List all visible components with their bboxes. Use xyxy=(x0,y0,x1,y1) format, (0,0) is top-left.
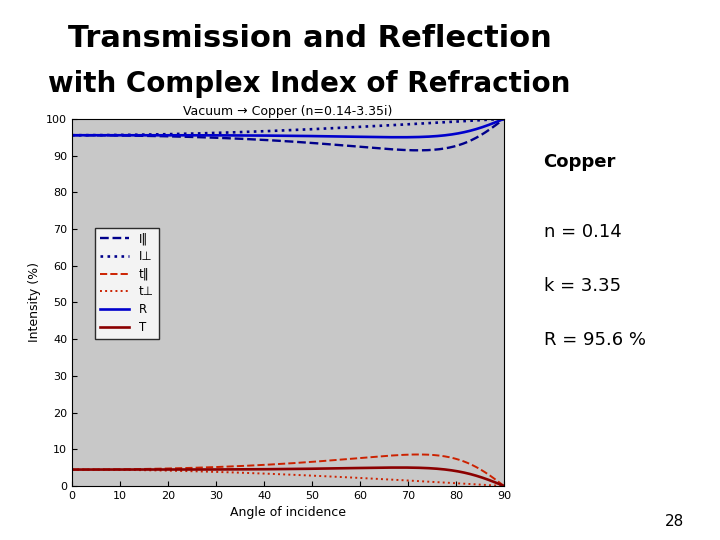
Text: with Complex Index of Refraction: with Complex Index of Refraction xyxy=(48,70,571,98)
Text: R = 95.6 %: R = 95.6 % xyxy=(544,331,646,349)
Text: Transmission and Reflection: Transmission and Reflection xyxy=(68,24,552,53)
Text: 28: 28 xyxy=(665,514,684,529)
Legend: I‖, I⊥, t‖, t⊥, R, T: I‖, I⊥, t‖, t⊥, R, T xyxy=(95,227,158,339)
Text: n = 0.14: n = 0.14 xyxy=(544,223,621,241)
X-axis label: Angle of incidence: Angle of incidence xyxy=(230,507,346,519)
Title: Vacuum → Copper (n=0.14-3.35i): Vacuum → Copper (n=0.14-3.35i) xyxy=(184,105,392,118)
Text: Copper: Copper xyxy=(544,153,616,171)
Text: k = 3.35: k = 3.35 xyxy=(544,277,621,295)
Y-axis label: Intensity (%): Intensity (%) xyxy=(27,262,40,342)
